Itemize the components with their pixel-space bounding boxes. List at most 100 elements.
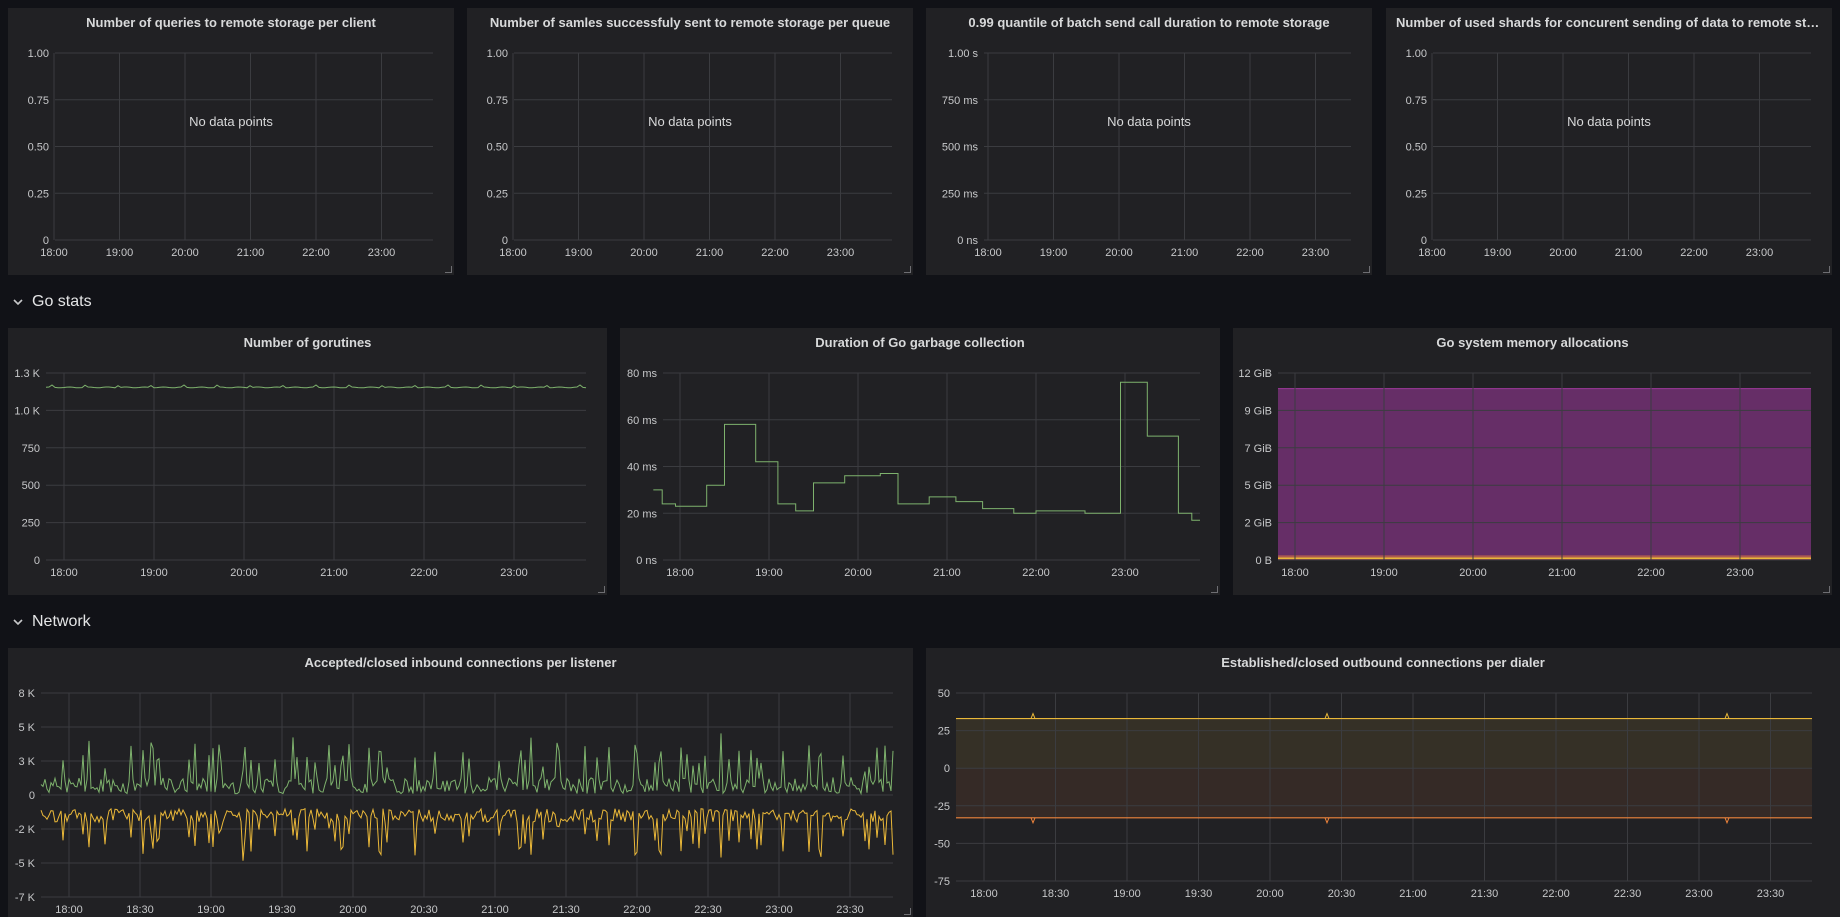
panel-batch-duration[interactable]: 0.99 quantile of batch send call duratio… <box>926 8 1372 275</box>
x-tick-label: 22:00 <box>1236 247 1264 259</box>
spike-established <box>1324 712 1330 719</box>
chart-outbound-connections: 50 25 0 -25 -50 -75 18:00 18:30 19:00 19:30 20:00 2… <box>934 688 1812 900</box>
y-tick-label: 8 K <box>18 688 35 700</box>
y-tick-label: 500 ms <box>942 142 979 154</box>
x-tick-label: 20:00 <box>1256 888 1284 900</box>
resize-handle[interactable] <box>1823 266 1830 273</box>
y-tick-label: -2 K <box>15 824 36 836</box>
x-tick-label: 21:00 <box>696 247 724 259</box>
panel-remote-queries[interactable]: Number of queries to remote storage per … <box>8 8 454 275</box>
x-tick-label: 21:00 <box>1615 247 1643 259</box>
x-tick-label: 20:00 <box>1549 247 1577 259</box>
y-tick-label: 1.00 s <box>948 48 978 60</box>
y-tick-label: 40 ms <box>627 462 657 474</box>
y-tick-label: 750 <box>22 443 40 455</box>
y-tick-label: 5 K <box>18 722 35 734</box>
y-tick-label: 20 ms <box>627 508 657 520</box>
no-data-label: No data points <box>1107 114 1191 129</box>
x-tick-label: 20:00 <box>171 247 199 259</box>
spike-closed <box>1724 817 1730 825</box>
row-header-network[interactable]: Network <box>10 613 91 631</box>
x-tick-label: 22:00 <box>623 904 651 916</box>
chart-inbound-connections: 8 K 5 K 3 K 0 -2 K -5 K -7 K 18:00 18:30 19:00 19:… <box>15 688 894 916</box>
y-tick-label: 0.75 <box>487 95 508 107</box>
series-area-established <box>956 718 1812 769</box>
spike-established <box>1724 712 1730 719</box>
y-tick-label: 0 <box>43 235 49 247</box>
spike-closed <box>1324 817 1330 825</box>
x-tick-label: 18:30 <box>126 904 154 916</box>
x-tick-label: 18:30 <box>1042 888 1070 900</box>
y-tick-label: -50 <box>934 838 950 850</box>
resize-handle[interactable] <box>1823 586 1830 593</box>
x-tick-label: 23:00 <box>1111 567 1139 579</box>
y-tick-label: -5 K <box>15 858 36 870</box>
series-line-accepted <box>40 733 894 796</box>
y-tick-label: 50 <box>938 688 950 700</box>
resize-handle[interactable] <box>445 266 452 273</box>
y-tick-label: 0 <box>502 235 508 247</box>
resize-handle[interactable] <box>1363 266 1370 273</box>
chart-gc-duration: 80 ms 60 ms 40 ms 20 ms 0 ns 18:00 19:00 20:00 2… <box>627 368 1200 579</box>
x-tick-label: 21:30 <box>1471 888 1499 900</box>
panel-inbound-connections[interactable]: Accepted/closed inbound connections per … <box>8 648 913 917</box>
y-tick-label: 25 <box>938 726 950 738</box>
x-tick-label: 19:30 <box>268 904 296 916</box>
x-tick-label: 18:00 <box>55 904 83 916</box>
y-tick-label: 0.50 <box>28 142 49 154</box>
y-tick-label: 9 GiB <box>1244 405 1272 417</box>
chart-memory-allocations: 12 GiB 9 GiB 7 GiB 5 GiB 2 GiB 0 B 18:00 19:00 2… <box>1238 368 1811 579</box>
y-tick-label: 1.3 K <box>14 368 40 380</box>
x-tick-label: 20:00 <box>1105 247 1133 259</box>
panel-outbound-connections[interactable]: Established/closed outbound connections … <box>926 648 1840 917</box>
row-title: Go stats <box>32 293 92 310</box>
y-tick-label: 0.25 <box>487 188 508 200</box>
x-tick-label: 19:00 <box>1484 247 1512 259</box>
x-tick-label: 20:00 <box>230 567 258 579</box>
chart-remote-samples: 1.00 0.75 0.50 0.25 018:00 19:00 20:00 21:00 22:… <box>487 48 892 259</box>
x-tick-label: 20:00 <box>339 904 367 916</box>
x-tick-label: 21:00 <box>481 904 509 916</box>
x-tick-label: 23:00 <box>1302 247 1330 259</box>
resize-handle[interactable] <box>1211 586 1218 593</box>
y-tick-label: 80 ms <box>627 368 657 380</box>
resize-handle[interactable] <box>904 908 911 915</box>
x-tick-label: 22:00 <box>302 247 330 259</box>
y-tick-label: 0 <box>29 790 35 802</box>
x-tick-label: 18:00 <box>666 567 694 579</box>
panel-used-shards[interactable]: Number of used shards for concurent send… <box>1386 8 1832 275</box>
x-tick-label: 19:00 <box>565 247 593 259</box>
series-line-closed <box>40 807 894 861</box>
x-tick-label: 21:00 <box>1171 247 1199 259</box>
x-tick-label: 21:30 <box>552 904 580 916</box>
x-tick-label: 20:30 <box>1328 888 1356 900</box>
y-tick-label: 0.25 <box>1406 188 1427 200</box>
x-tick-label: 18:00 <box>50 567 78 579</box>
panel-gc-duration[interactable]: Duration of Go garbage collection 80 ms 6… <box>620 328 1220 595</box>
y-tick-label: 0 ns <box>957 235 978 247</box>
resize-handle[interactable] <box>598 586 605 593</box>
chevron-down-icon <box>13 299 23 306</box>
row-header-go-stats[interactable]: Go stats <box>10 293 92 311</box>
panel-goroutines[interactable]: Number of gorutines 1.3 K 1.0 K 750 500 250 0… <box>8 328 607 595</box>
resize-handle[interactable] <box>904 266 911 273</box>
x-tick-label: 22:00 <box>1637 567 1665 579</box>
x-tick-label: 18:00 <box>40 247 68 259</box>
y-tick-label: 0 ns <box>636 555 657 567</box>
x-tick-label: 22:00 <box>1680 247 1708 259</box>
panel-memory-allocations[interactable]: Go system memory allocations 12 GiB 9 GiB… <box>1233 328 1832 595</box>
y-tick-label: 0 B <box>1255 555 1272 567</box>
y-tick-label: -75 <box>934 876 950 888</box>
y-tick-label: 12 GiB <box>1238 368 1272 380</box>
series-area-sys <box>1278 388 1811 560</box>
y-tick-label: 750 ms <box>942 95 979 107</box>
y-tick-label: 250 <box>22 518 40 530</box>
y-tick-label: 0.25 <box>28 188 49 200</box>
y-tick-label: -25 <box>934 801 950 813</box>
x-tick-label: 21:00 <box>320 567 348 579</box>
y-tick-label: 250 ms <box>942 188 979 200</box>
panel-remote-samples[interactable]: Number of samles successfuly sent to rem… <box>467 8 913 275</box>
x-tick-label: 23:00 <box>1726 567 1754 579</box>
y-tick-label: 0 <box>944 763 950 775</box>
x-tick-label: 19:00 <box>197 904 225 916</box>
